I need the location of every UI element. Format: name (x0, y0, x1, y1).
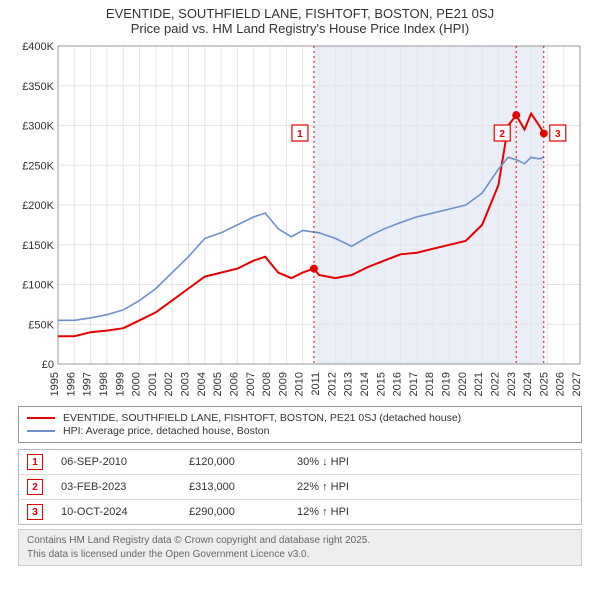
legend-label: HPI: Average price, detached house, Bost… (63, 425, 269, 437)
y-tick-label: £100K (22, 280, 54, 292)
svg-text:3: 3 (555, 129, 561, 140)
legend-row: EVENTIDE, SOUTHFIELD LANE, FISHTOFT, BOS… (27, 412, 573, 424)
x-tick-label: 2006 (228, 372, 240, 396)
x-tick-label: 2001 (147, 372, 159, 396)
event-hpi-delta: 22% ↑ HPI (297, 481, 397, 493)
y-tick-label: £200K (22, 200, 54, 212)
event-row: 2 03-FEB-2023 £313,000 22% ↑ HPI (19, 475, 581, 500)
legend-label: EVENTIDE, SOUTHFIELD LANE, FISHTOFT, BOS… (63, 412, 461, 424)
x-tick-label: 2014 (359, 372, 371, 396)
y-tick-label: £400K (22, 41, 54, 53)
x-tick-label: 2019 (441, 372, 453, 396)
x-tick-label: 2011 (310, 372, 322, 396)
svg-text:2: 2 (499, 129, 505, 140)
event-row: 1 06-SEP-2010 £120,000 30% ↓ HPI (19, 450, 581, 475)
x-tick-label: 2002 (163, 372, 175, 396)
event-date: 06-SEP-2010 (61, 456, 171, 468)
x-tick-label: 2027 (571, 372, 583, 396)
x-tick-label: 2008 (261, 372, 273, 396)
y-tick-label: £250K (22, 160, 54, 172)
x-tick-label: 2023 (506, 372, 518, 396)
event-date: 10-OCT-2024 (61, 506, 171, 518)
x-tick-label: 2016 (392, 372, 404, 396)
chart-svg: £0 £50K £100K £150K £200K £250K £300K £350K £400… (10, 40, 590, 400)
event-marker-icon: 1 (27, 454, 43, 470)
legend-swatch (27, 430, 55, 432)
legend-swatch (27, 417, 55, 419)
footer-line-1: Contains HM Land Registry data © Crown c… (27, 534, 573, 548)
events-table: 1 06-SEP-2010 £120,000 30% ↓ HPI 2 03-FEB-202… (18, 449, 582, 525)
x-tick-label: 2021 (473, 372, 485, 396)
chart-container: £0 £50K £100K £150K £200K £250K £300K £350K £400… (10, 40, 590, 400)
event-marker-icon: 3 (27, 504, 43, 520)
x-tick-label: 2024 (522, 372, 534, 396)
event-hpi-delta: 30% ↓ HPI (297, 456, 397, 468)
y-tick-label: £350K (22, 81, 54, 93)
x-tick-label: 2015 (375, 372, 387, 396)
title-line-2: Price paid vs. HM Land Registry's House … (10, 21, 590, 36)
svg-text:1: 1 (297, 129, 303, 140)
event-marker-icon: 2 (27, 479, 43, 495)
legend-row: HPI: Average price, detached house, Bost… (27, 425, 573, 437)
x-tick-label: 2004 (196, 372, 208, 396)
event-hpi-delta: 12% ↑ HPI (297, 506, 397, 518)
x-tick-label: 2022 (489, 372, 501, 396)
y-tick-label: £150K (22, 240, 54, 252)
event-date: 03-FEB-2023 (61, 481, 171, 493)
footer-attribution: Contains HM Land Registry data © Crown c… (18, 529, 582, 566)
y-tick-label: £300K (22, 121, 54, 133)
event-price: £120,000 (189, 456, 279, 468)
x-tick-label: 2009 (277, 372, 289, 396)
legend: EVENTIDE, SOUTHFIELD LANE, FISHTOFT, BOS… (18, 406, 582, 443)
x-tick-label: 2025 (538, 372, 550, 396)
x-tick-label: 2005 (212, 372, 224, 396)
x-tick-label: 1998 (98, 372, 110, 396)
y-tick-label: £50K (28, 319, 54, 331)
x-tick-label: 1997 (82, 372, 94, 396)
y-tick-label: £0 (42, 359, 54, 371)
x-tick-label: 2018 (424, 372, 436, 396)
x-tick-label: 2020 (457, 372, 469, 396)
x-tick-label: 2026 (555, 372, 567, 396)
event-price: £313,000 (189, 481, 279, 493)
x-tick-label: 2012 (326, 372, 338, 396)
x-tick-label: 2000 (131, 372, 143, 396)
chart-title-block: EVENTIDE, SOUTHFIELD LANE, FISHTOFT, BOS… (0, 0, 600, 40)
x-tick-label: 1995 (49, 372, 61, 396)
x-tick-label: 2007 (245, 372, 257, 396)
x-tick-label: 2017 (408, 372, 420, 396)
footer-line-2: This data is licensed under the Open Gov… (27, 548, 573, 562)
event-price: £290,000 (189, 506, 279, 518)
x-tick-label: 1996 (65, 372, 77, 396)
event-row: 3 10-OCT-2024 £290,000 12% ↑ HPI (19, 500, 581, 524)
x-tick-label: 2010 (294, 372, 306, 396)
x-tick-label: 2003 (180, 372, 192, 396)
x-tick-label: 2013 (343, 372, 355, 396)
title-line-1: EVENTIDE, SOUTHFIELD LANE, FISHTOFT, BOS… (10, 6, 590, 21)
x-tick-label: 1999 (114, 372, 126, 396)
